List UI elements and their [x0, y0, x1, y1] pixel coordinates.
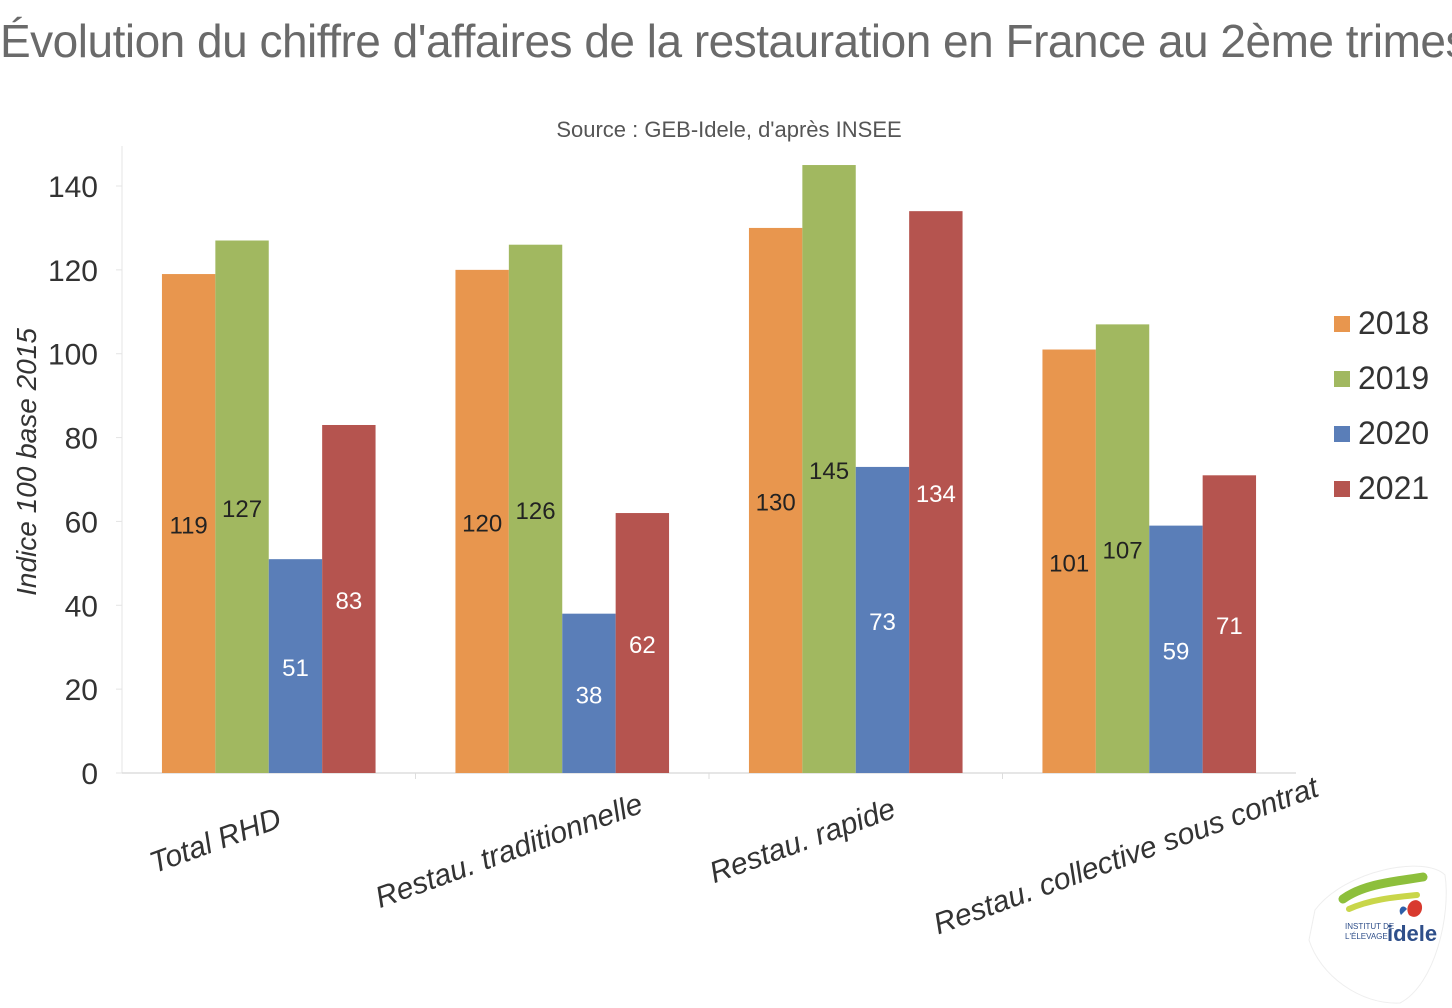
legend: 2018 2019 2020 2021 [1334, 296, 1429, 516]
data-label: 145 [809, 458, 849, 485]
chart-title: Évolution du chiffre d'affaires de la re… [0, 15, 1452, 67]
data-label: 101 [1049, 550, 1089, 577]
bar [615, 513, 670, 773]
bar [562, 613, 616, 773]
bar [322, 424, 376, 773]
bar [508, 244, 563, 773]
legend-item: 2021 [1334, 461, 1429, 516]
bar [748, 227, 803, 773]
legend-label: 2021 [1358, 470, 1430, 506]
data-label: 120 [462, 510, 502, 537]
logo-text-line2: L'ÉLEVAGE [1345, 932, 1388, 941]
bar [1095, 324, 1150, 773]
y-tick-label: 100 [48, 339, 98, 372]
bar [802, 165, 856, 774]
legend-label: 2018 [1358, 305, 1430, 341]
bar [268, 559, 323, 773]
data-label: 119 [170, 513, 208, 540]
logo-text-line1: INSTITUT DE [1345, 922, 1394, 931]
idele-logo: INSTITUT DE L'ÉLEVAGE idele [1308, 865, 1447, 1004]
data-label: 51 [282, 655, 309, 682]
x-tick-label: Restau. collective sous contrat [929, 770, 1324, 941]
logo-brand: idele [1387, 921, 1437, 946]
x-tick-label: Restau. traditionnelle [371, 787, 647, 914]
data-label: 130 [756, 489, 796, 516]
legend-swatch [1334, 315, 1350, 332]
bar [1042, 349, 1096, 773]
y-tick-label: 140 [48, 171, 98, 204]
bar [455, 269, 509, 773]
data-label: 62 [629, 632, 656, 659]
legend-label: 2019 [1358, 360, 1430, 396]
data-label: 73 [869, 609, 896, 636]
y-tick-label: 40 [65, 590, 98, 623]
y-tick-label: 120 [48, 255, 98, 288]
bar [909, 211, 963, 773]
data-label: 71 [1216, 613, 1243, 640]
x-tick-label: Total RHD [145, 802, 285, 880]
y-tick-label: 20 [65, 674, 98, 707]
legend-label: 2020 [1358, 415, 1430, 451]
y-tick-label: 80 [65, 423, 98, 456]
bar [161, 274, 216, 773]
data-label: 83 [335, 588, 362, 615]
data-label: 126 [516, 498, 556, 525]
bar [1149, 525, 1203, 773]
data-label: 127 [222, 496, 262, 523]
bar [1202, 475, 1257, 773]
legend-item: 2018 [1334, 296, 1429, 351]
bar [215, 240, 269, 773]
legend-item: 2020 [1334, 406, 1429, 461]
legend-swatch [1334, 480, 1350, 497]
data-label: 107 [1103, 538, 1143, 565]
x-tick-label: Restau. rapide [705, 792, 900, 890]
y-tick-label: 0 [81, 758, 98, 791]
data-label: 134 [916, 481, 956, 508]
legend-swatch [1334, 370, 1350, 387]
legend-item: 2019 [1334, 351, 1429, 406]
legend-swatch [1334, 425, 1350, 442]
y-tick-label: 60 [65, 506, 98, 539]
bar [855, 466, 910, 773]
data-label: 38 [576, 682, 603, 709]
chart-subtitle: Source : GEB-Idele, d'après INSEE [556, 117, 902, 142]
data-label: 59 [1163, 638, 1190, 665]
